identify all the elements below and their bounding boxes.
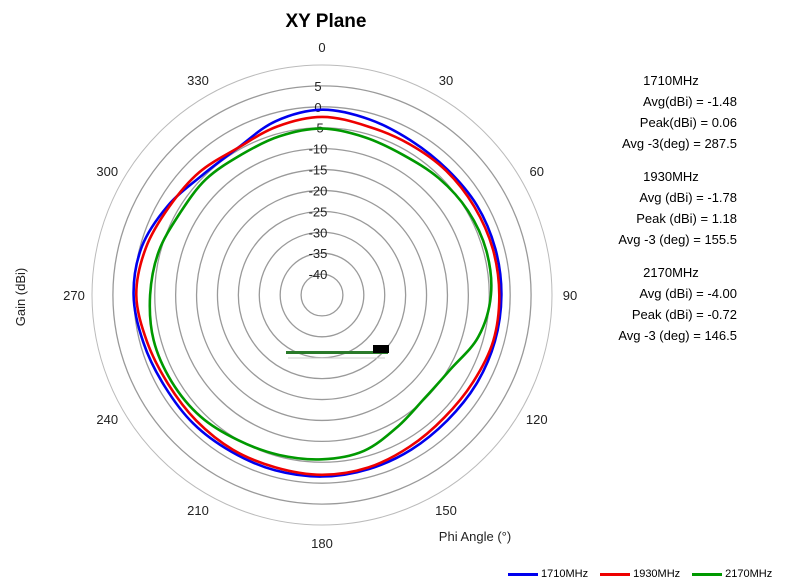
legend: 1710MHz 1930MHz 2170MHz xyxy=(508,568,772,580)
antenna-chip xyxy=(373,345,389,353)
ring-tick-label: -30 xyxy=(309,225,328,240)
stats-line: Peak(dBi) = 0.06 xyxy=(639,115,737,130)
angle-tick-label: 120 xyxy=(526,412,548,427)
stats-line: Avg -3 (deg) = 146.5 xyxy=(618,328,737,343)
legend-label: 2170MHz xyxy=(725,568,773,580)
antenna-device-graphic xyxy=(286,345,389,359)
legend-item-2170: 2170MHz xyxy=(692,568,772,580)
stats-line: Avg (dBi) = -4.00 xyxy=(639,286,737,301)
stats-line: Peak (dBi) = 1.18 xyxy=(636,211,737,226)
stats-block-2170: 2170MHz Avg (dBi) = -4.00 Peak (dBi) = -… xyxy=(575,262,765,346)
angle-tick-label: 30 xyxy=(439,73,453,88)
stats-line: Avg (dBi) = -1.78 xyxy=(639,190,737,205)
angle-tick-label: 330 xyxy=(187,73,209,88)
legend-item-1710: 1710MHz xyxy=(508,568,588,580)
legend-swatch xyxy=(600,572,631,576)
r-axis-label: Gain (dBi) xyxy=(13,268,28,327)
grid-ring xyxy=(279,252,365,338)
angle-labels: 0 30 60 90 120 150 180 210 240 270 300 330 xyxy=(63,40,577,551)
angle-tick-label: 210 xyxy=(187,503,209,518)
ring-tick-label: -10 xyxy=(309,142,328,157)
series-line-2170MHz xyxy=(148,127,493,461)
stats-block-1930: 1930MHz Avg (dBi) = -1.78 Peak (dBi) = 1… xyxy=(575,166,765,250)
angle-tick-label: 270 xyxy=(63,288,85,303)
ring-labels: 50-5-10-15-20-25-30-35-40 xyxy=(309,79,328,282)
angle-tick-label: 180 xyxy=(311,536,333,551)
grid-ring xyxy=(112,85,532,505)
stats-freq: 2170MHz xyxy=(643,265,699,280)
antenna-board xyxy=(286,351,388,354)
chart-title: XY Plane xyxy=(286,11,367,32)
ring-tick-label: -15 xyxy=(309,163,328,178)
ring-tick-label: 0 xyxy=(314,100,321,115)
legend-label: 1710MHz xyxy=(541,568,589,580)
stats-block-1710: 1710MHz Avg(dBi) = -1.48 Peak(dBi) = 0.0… xyxy=(575,70,765,154)
ring-tick-label: -35 xyxy=(309,246,328,261)
ring-tick-label: -25 xyxy=(309,204,328,219)
ring-tick-label: -20 xyxy=(309,183,328,198)
grid-ring xyxy=(237,210,407,380)
theta-axis-label: Phi Angle (°) xyxy=(439,529,511,544)
stats-line: Avg -3(deg) = 287.5 xyxy=(621,136,737,151)
ring-tick-label: -40 xyxy=(309,267,328,282)
angle-tick-label: 90 xyxy=(563,288,577,303)
grid-ring xyxy=(91,64,553,526)
angle-tick-label: 60 xyxy=(530,164,544,179)
series-line-1930MHz xyxy=(134,115,501,477)
stats-line: Avg -3 (deg) = 155.5 xyxy=(618,232,737,247)
legend-swatch xyxy=(692,572,723,576)
grid-ring xyxy=(216,189,428,401)
angle-tick-label: 300 xyxy=(96,164,118,179)
stats-line: Peak (dBi) = -0.72 xyxy=(631,307,737,322)
stats-line: Avg(dBi) = -1.48 xyxy=(642,94,737,109)
grid-ring xyxy=(174,147,470,443)
angle-tick-label: 240 xyxy=(96,412,118,427)
series-group xyxy=(132,108,503,478)
stats-freq: 1710MHz xyxy=(643,73,699,88)
angle-tick-label: 0 xyxy=(318,40,325,55)
stats-freq: 1930MHz xyxy=(643,169,699,184)
stats-panel: 1710MHz Avg(dBi) = -1.48 Peak(dBi) = 0.0… xyxy=(575,70,765,358)
series-line-1710MHz xyxy=(132,108,503,478)
legend-swatch xyxy=(508,572,538,576)
grid-ring xyxy=(300,273,344,317)
legend-item-1930: 1930MHz xyxy=(600,568,680,580)
legend-label: 1930MHz xyxy=(633,568,681,580)
ring-tick-label: 5 xyxy=(314,79,321,94)
grid-ring xyxy=(195,168,449,422)
angle-tick-label: 150 xyxy=(435,503,457,518)
